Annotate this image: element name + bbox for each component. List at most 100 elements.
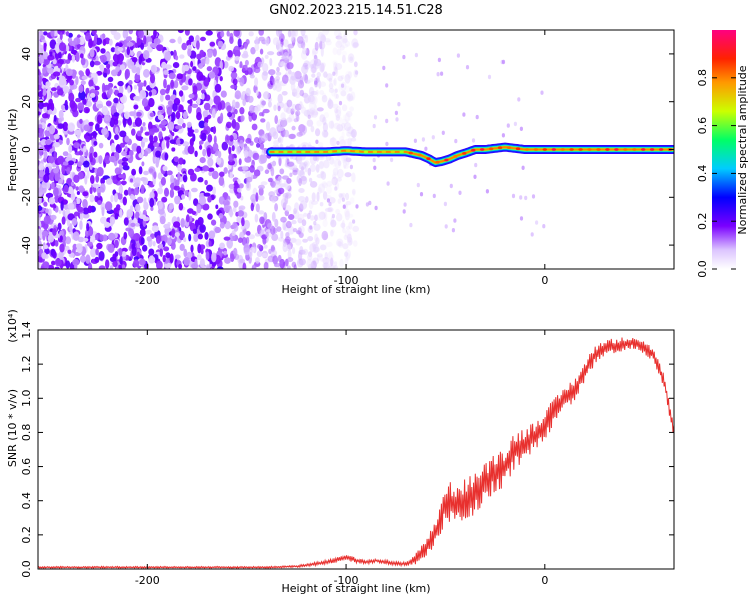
noise-cell (39, 169, 45, 178)
noise-cell (149, 133, 154, 143)
noise-cell (228, 153, 234, 163)
noise-cell (329, 78, 333, 87)
noise-cell (101, 234, 108, 242)
noise-cell (110, 142, 116, 153)
noise-cell (350, 91, 356, 101)
noise-cell (229, 36, 234, 44)
snr-series-line (38, 337, 674, 569)
noise-cell (95, 174, 100, 183)
noise-cell (188, 35, 194, 43)
noise-cell (216, 156, 222, 165)
noise-cell (150, 73, 156, 84)
noise-cell (139, 258, 146, 266)
noise-cell (336, 177, 343, 182)
noise-cell (298, 196, 306, 202)
noise-cell (194, 167, 201, 172)
noise-cell (283, 52, 290, 61)
noise-cell (177, 118, 184, 125)
noise-cell (122, 196, 128, 206)
noise-cell (215, 204, 219, 210)
noise-cell (340, 123, 346, 128)
noise-cell (312, 155, 318, 161)
noise-cell (306, 119, 314, 127)
noise-cell (331, 136, 335, 147)
noise-cell (321, 62, 326, 68)
noise-cell (290, 82, 296, 92)
y-tick-label: 0.6 (20, 458, 33, 476)
noise-cell (264, 54, 269, 59)
noise-cell (335, 106, 342, 115)
snr-y-multiplier: (x10⁴) (6, 309, 19, 343)
noise-cell (334, 177, 339, 185)
noise-cell (321, 62, 325, 72)
noise-cell (174, 232, 180, 237)
noise-cell (280, 61, 286, 67)
signal-peak (372, 150, 378, 154)
noise-cell (95, 248, 99, 256)
signal-peak (319, 150, 324, 154)
noise-cell (171, 147, 176, 152)
noise-cell (104, 115, 110, 122)
noise-cell (76, 197, 81, 205)
noise-cell (335, 40, 343, 49)
noise-cell (320, 170, 324, 175)
noise-cell (334, 67, 339, 77)
noise-cell (42, 51, 49, 60)
noise-cell (94, 256, 100, 263)
noise-cell (133, 84, 138, 90)
noise-cell (233, 247, 238, 257)
noise-cell (177, 30, 184, 34)
noise-cell (334, 108, 339, 114)
noise-cell (67, 202, 75, 210)
noise-cell (246, 176, 253, 183)
noise-cell (326, 180, 333, 187)
noise-cell (330, 257, 334, 267)
noise-cell (340, 90, 347, 97)
noise-cell (320, 46, 324, 57)
noise-cell (148, 97, 155, 108)
noise-cell (155, 150, 162, 158)
noise-cell (90, 131, 98, 137)
noise-cell (159, 215, 166, 225)
noise-cell (207, 157, 214, 167)
noise-cell (133, 95, 140, 101)
signal-peak (310, 150, 315, 154)
noise-cell (292, 228, 298, 233)
noise-cell (129, 178, 134, 183)
noise-cell (169, 38, 176, 44)
noise-cell (343, 156, 348, 161)
signal-peak (417, 153, 422, 157)
noise-cell (302, 47, 308, 55)
noise-cell (335, 116, 343, 122)
noise-cell (345, 225, 351, 231)
noise-cell (61, 164, 66, 175)
noise-cell (239, 61, 243, 69)
noise-cell (114, 213, 119, 220)
noise-cell (53, 142, 60, 148)
noise-cell (323, 233, 329, 240)
noise-cell (349, 106, 354, 112)
noise-cell (355, 70, 359, 75)
noise-cell (311, 111, 319, 116)
noise-cell (334, 158, 342, 169)
noise-cell (65, 31, 70, 37)
noise-cell (120, 180, 127, 186)
noise-cell (303, 161, 308, 167)
noise-cell (353, 30, 358, 36)
noise-cell (333, 30, 342, 37)
noise-cell (207, 196, 212, 203)
noise-cell (217, 150, 222, 159)
signal-peak (641, 148, 646, 151)
noise-cell (166, 170, 173, 176)
noise-cell (289, 75, 296, 85)
noise-cell (338, 241, 344, 249)
noise-cell (160, 176, 166, 186)
noise-cell (347, 126, 354, 135)
noise-cell (250, 202, 254, 212)
noise-cell (213, 135, 217, 145)
noise-cell (220, 90, 227, 98)
noise-cell (38, 91, 44, 98)
noise-cell (198, 63, 204, 69)
noise-cell (68, 92, 75, 103)
noise-cell (119, 142, 125, 148)
